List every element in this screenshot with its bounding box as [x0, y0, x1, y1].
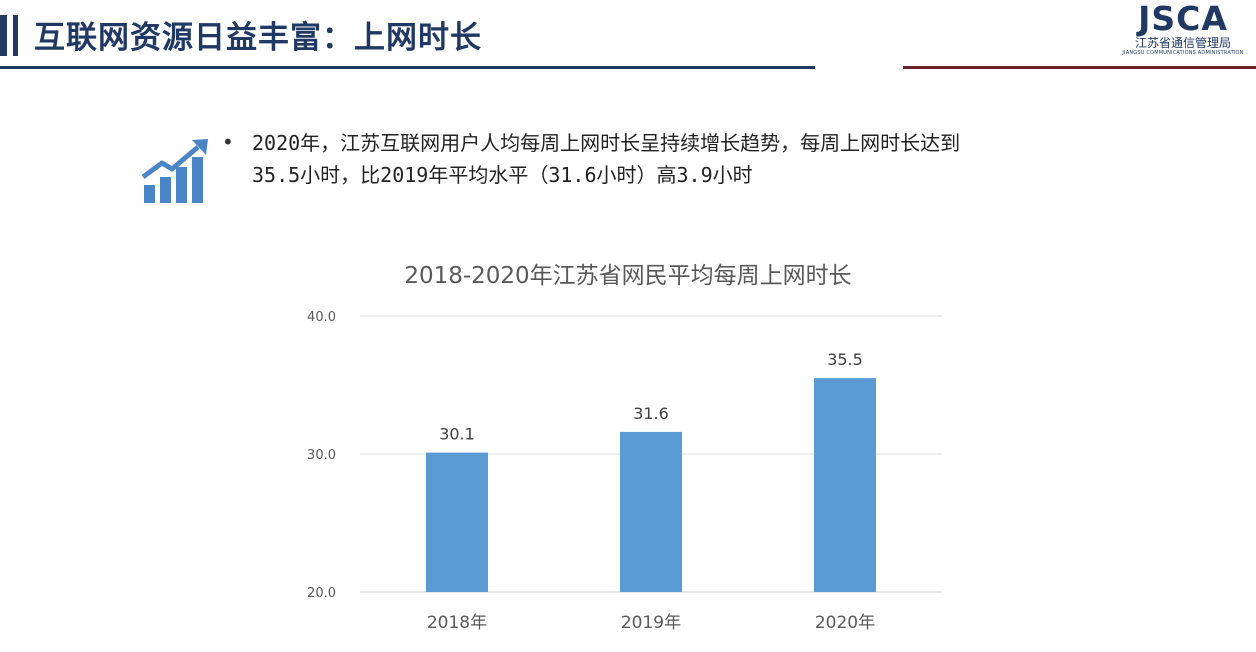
header-rule-blue: [0, 66, 815, 69]
header-accent-bar-thin: [13, 15, 18, 56]
bullet-text: 2020年，江苏互联网用户人均每周上网时长呈持续增长趋势，每周上网时长达到 35…: [252, 127, 1112, 191]
chart-labels: 20.0 30.0 40.0 30.1 2018年 31.6 2019年 35.5 2020年: [307, 310, 875, 633]
bar-1: [620, 431, 682, 592]
logo-subtitle: 江苏省通信管理局: [1134, 36, 1231, 50]
header-accent-bar: [0, 15, 7, 56]
jsca-logo: JSCA 江苏省通信管理局 JIANGSU COMMUNICATIONS ADM…: [1122, 2, 1244, 57]
y-tick-label: 30.0: [307, 448, 336, 463]
x-tick-label-1: 2019年: [621, 613, 681, 633]
header-rule-red: [903, 66, 1256, 69]
chart-title: 2018-2020年江苏省网民平均每周上网时长: [404, 263, 851, 289]
data-label-1: 31.6: [633, 404, 669, 423]
x-tick-label-0: 2018年: [427, 613, 487, 633]
x-tick-label-2: 2020年: [815, 613, 875, 633]
bar-chart: 2018-2020年江苏省网民平均每周上网时长 20.0 30.0 40.0 30.1…: [307, 263, 942, 633]
y-tick-label: 40.0: [307, 310, 336, 325]
bar-2: [814, 378, 876, 592]
chart-bars: [426, 378, 876, 592]
bullet-line-1: 2020年，江苏互联网用户人均每周上网时长呈持续增长趋势，每周上网时长达到: [252, 131, 961, 155]
bar-0: [426, 452, 488, 592]
data-label-2: 35.5: [827, 350, 863, 369]
data-label-0: 30.1: [439, 425, 475, 444]
y-tick-label: 20.0: [307, 586, 336, 601]
slide-title: 互联网资源日益丰富：上网时长: [34, 20, 482, 56]
logo-english: JIANGSU COMMUNICATIONS ADMINISTRATION: [1122, 50, 1244, 56]
bullet-line-2: 35.5小时，比2019年平均水平（31.6小时）高3.9小时: [252, 163, 753, 187]
logo-text: JSCA: [1138, 0, 1228, 38]
trend-up-bar-icon: [141, 139, 208, 203]
bullet-dot: •: [222, 130, 234, 154]
